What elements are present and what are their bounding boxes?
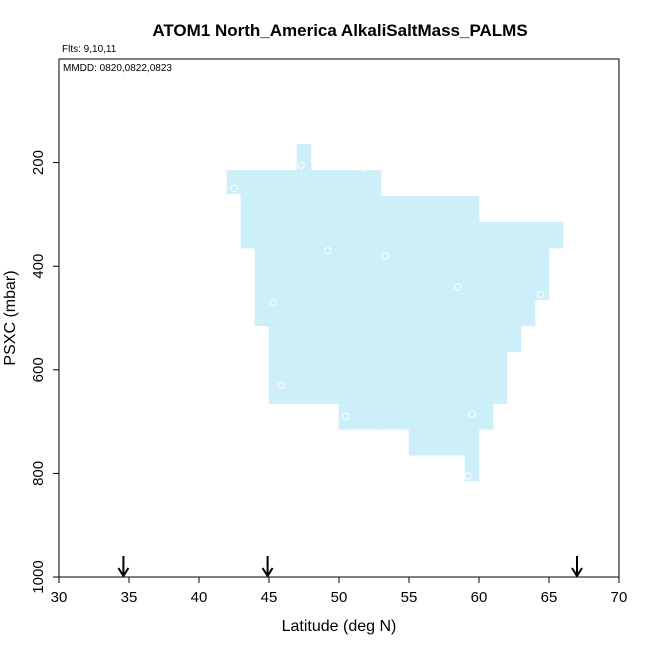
x-tick-label: 65 bbox=[541, 589, 558, 606]
x-axis-label: Latitude (deg N) bbox=[282, 618, 397, 635]
y-axis: 200 400 600 800 1000 bbox=[30, 118, 60, 594]
y-tick-label: 200 bbox=[30, 150, 47, 175]
y-axis-label: PSXC (mbar) bbox=[2, 270, 19, 365]
data-point bbox=[536, 290, 545, 299]
data-point bbox=[297, 161, 305, 169]
coverage-cells bbox=[226, 144, 564, 482]
down-arrow bbox=[117, 556, 130, 578]
x-tick-label: 45 bbox=[261, 589, 278, 606]
data-point bbox=[454, 283, 462, 291]
coverage-cell bbox=[408, 195, 466, 456]
data-point bbox=[342, 412, 350, 421]
coverage-cell bbox=[226, 170, 242, 194]
coverage-cell bbox=[548, 221, 564, 249]
coverage-cell bbox=[506, 221, 522, 352]
coverage-cell bbox=[254, 170, 270, 327]
y-tick-label: 800 bbox=[30, 461, 47, 486]
down-arrow bbox=[261, 556, 274, 578]
coverage-cell bbox=[338, 170, 382, 430]
x-tick-label: 55 bbox=[401, 589, 418, 606]
coverage-cell bbox=[534, 221, 550, 301]
coverage-cell bbox=[296, 144, 312, 404]
x-tick-label: 60 bbox=[471, 589, 488, 606]
data-point bbox=[324, 246, 332, 255]
data-point bbox=[277, 381, 286, 390]
x-tick-label: 70 bbox=[611, 589, 628, 606]
data-point bbox=[360, 164, 368, 172]
chart-title: ATOM1 North_America AlkaliSaltMass_PALMS bbox=[152, 21, 527, 40]
coverage-cell bbox=[310, 170, 340, 404]
coverage-cell bbox=[478, 221, 494, 430]
x-tick-label: 30 bbox=[51, 589, 68, 606]
coverage-cell bbox=[492, 221, 508, 404]
dates-note: MMDD: 0820,0822,0823 bbox=[63, 63, 172, 74]
arrows bbox=[117, 556, 583, 578]
coverage-cell bbox=[520, 221, 536, 327]
x-tick-label: 50 bbox=[331, 589, 348, 606]
data-points bbox=[230, 161, 545, 480]
x-axis: 30 35 40 45 50 55 60 65 70 bbox=[51, 577, 628, 606]
x-tick-label: 35 bbox=[121, 589, 138, 606]
coverage-cell bbox=[268, 170, 298, 404]
coverage-cell bbox=[464, 195, 480, 482]
data-point bbox=[269, 298, 277, 307]
x-tick-label: 40 bbox=[191, 589, 208, 606]
y-tick-label: 400 bbox=[30, 254, 47, 279]
coverage-cell bbox=[380, 195, 410, 430]
data-point bbox=[464, 472, 472, 480]
data-point bbox=[381, 252, 389, 260]
data-point bbox=[468, 410, 476, 418]
down-arrow bbox=[571, 556, 583, 578]
coverage-cell bbox=[240, 170, 256, 249]
data-point bbox=[230, 184, 238, 193]
y-tick-label: 1000 bbox=[30, 560, 47, 593]
flights-note: Flts: 9,10,11 bbox=[62, 44, 117, 55]
y-tick-label: 600 bbox=[30, 357, 47, 382]
